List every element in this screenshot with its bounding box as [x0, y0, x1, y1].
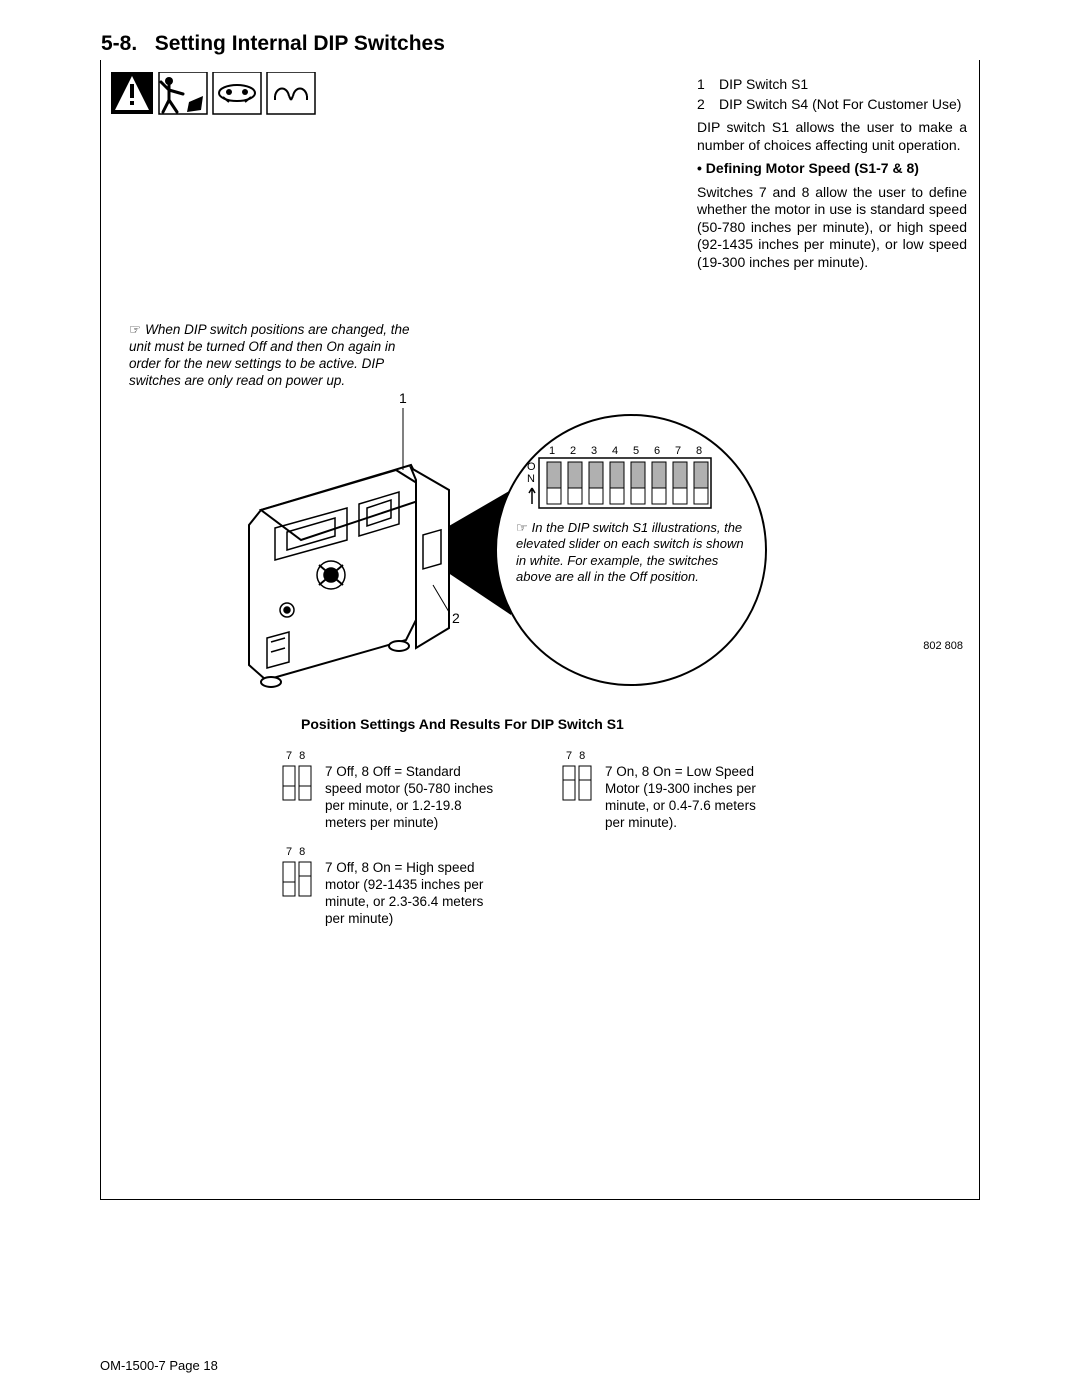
lbl-8: 8	[299, 846, 305, 858]
legend-text-1: DIP Switch S1	[719, 76, 808, 94]
note-dip-illustration: ☞In the DIP switch S1 illustrations, the…	[516, 520, 746, 585]
legend-num-1: 1	[697, 76, 709, 94]
warning-icons	[111, 72, 321, 122]
lbl-7: 7	[286, 750, 292, 762]
setting-standard-text: 7 Off, 8 Off = Standard speed motor (50-…	[325, 764, 495, 832]
svg-text:8: 8	[696, 445, 702, 457]
svg-text:5: 5	[633, 445, 639, 457]
svg-text:2: 2	[570, 445, 576, 457]
svg-text:3: 3	[591, 445, 597, 457]
setting-standard: 78 7 Off, 8 Off = Standard speed motor (…	[281, 764, 531, 832]
note-icon: ☞	[129, 322, 141, 337]
note-dip-text: In the DIP switch S1 illustrations, the …	[516, 520, 744, 584]
dip-mini-high	[281, 860, 315, 900]
callout-2: 2	[452, 610, 460, 626]
page-footer: OM-1500-7 Page 18	[100, 1358, 218, 1373]
section-title: 5-8. Setting Internal DIP Switches	[101, 32, 445, 56]
page-frame: 5-8. Setting Internal DIP Switches 1 DIP…	[100, 60, 980, 1200]
legend-text-2: DIP Switch S4 (Not For Customer Use)	[719, 96, 961, 114]
legend-row-2: 2 DIP Switch S4 (Not For Customer Use)	[697, 96, 967, 114]
on-label-top: O	[527, 461, 536, 473]
legend-row-1: 1 DIP Switch S1	[697, 76, 967, 94]
callout-1: 1	[399, 390, 407, 406]
note-icon: ☞	[516, 520, 528, 535]
lbl-8: 8	[579, 750, 585, 762]
lbl-7: 7	[286, 846, 292, 858]
dip-mini-standard	[281, 764, 315, 804]
svg-text:1: 1	[549, 445, 555, 457]
bullet-heading: • Defining Motor Speed (S1-7 & 8)	[697, 160, 967, 178]
svg-text:6: 6	[654, 445, 660, 457]
diagram-area: 1 2	[231, 390, 871, 700]
note-power-cycle: ☞When DIP switch positions are changed, …	[129, 322, 429, 390]
dip-mini-low	[561, 764, 595, 804]
intro-paragraph: DIP switch S1 allows the user to make a …	[697, 119, 967, 154]
setting-low-text: 7 On, 8 On = Low Speed Motor (19-300 inc…	[605, 764, 775, 832]
section-number: 5-8.	[101, 32, 137, 55]
setting-high: 78 7 Off, 8 On = High speed motor (92-14…	[281, 860, 531, 928]
svg-text:4: 4	[612, 445, 618, 457]
section-title-text: Setting Internal DIP Switches	[155, 32, 445, 55]
note-power-cycle-text: When DIP switch positions are changed, t…	[129, 322, 410, 388]
setting-high-text: 7 Off, 8 On = High speed motor (92-1435 …	[325, 860, 495, 928]
reference-number: 802 808	[923, 640, 963, 652]
lbl-7: 7	[566, 750, 572, 762]
setting-low: 78 7 On, 8 On = Low Speed Motor (19-300 …	[561, 764, 811, 832]
lbl-8: 8	[299, 750, 305, 762]
svg-text:7: 7	[675, 445, 681, 457]
motor-paragraph: Switches 7 and 8 allow the user to defin…	[697, 184, 967, 272]
legend-num-2: 2	[697, 96, 709, 114]
on-label-bot: N	[527, 473, 535, 485]
settings-heading: Position Settings And Results For DIP Sw…	[301, 716, 624, 732]
right-column: 1 DIP Switch S1 2 DIP Switch S4 (Not For…	[697, 76, 967, 271]
